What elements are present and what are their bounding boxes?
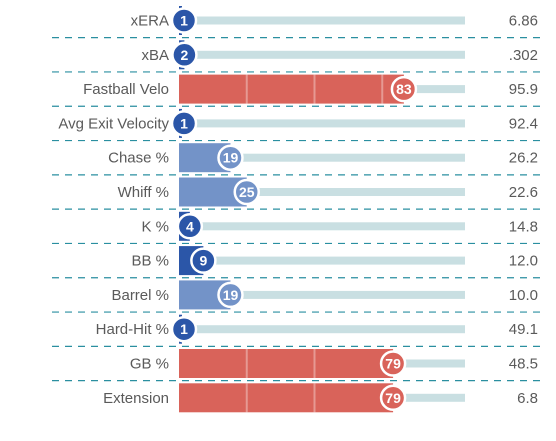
percentile-badge <box>176 213 204 240</box>
metric-label: Fastball Velo <box>83 81 169 98</box>
percentile-track <box>179 119 465 128</box>
percentile-track <box>179 290 465 299</box>
percentile-track <box>179 222 465 231</box>
chart-row: Barrel % 19 10.0 <box>52 280 540 313</box>
percentile-badge <box>233 178 260 206</box>
percentile-badge-label: 1 <box>180 13 188 29</box>
chart-row: GB % 79 48.5 <box>52 349 540 382</box>
percentile-bar <box>179 349 394 378</box>
chart-row: Fastball Velo 83 95.9 <box>52 74 540 107</box>
metric-value: 22.6 <box>509 184 538 201</box>
metric-value: 92.4 <box>509 115 538 132</box>
percentile-badge <box>190 247 217 274</box>
percentile-track <box>179 50 465 59</box>
chart-row: BB % 9 12.0 <box>52 246 540 279</box>
metric-value: .302 <box>509 47 538 64</box>
percentile-badge-label: 83 <box>396 81 412 97</box>
metric-label: Extension <box>103 390 169 407</box>
metric-label: Whiff % <box>118 184 169 201</box>
percentile-track <box>179 188 465 196</box>
percentile-track <box>179 153 465 162</box>
chart-row: Whiff % 25 22.6 <box>52 177 540 210</box>
percentile-track <box>179 16 465 25</box>
percentile-bar <box>179 74 404 104</box>
percentile-badge-label: 19 <box>223 287 239 303</box>
percentile-track <box>179 325 465 334</box>
percentile-badge-label: 79 <box>385 390 401 406</box>
percentile-badge <box>217 144 244 171</box>
percentile-badge <box>217 281 244 309</box>
metric-value: 10.0 <box>509 287 538 304</box>
metric-label: BB % <box>131 253 169 270</box>
metric-label: Avg Exit Velocity <box>58 115 169 132</box>
percentile-badge-label: 2 <box>181 47 189 63</box>
metric-label: GB % <box>130 356 169 373</box>
metric-value: 26.2 <box>509 150 538 167</box>
metric-value: 48.5 <box>509 356 538 373</box>
metric-value: 12.0 <box>509 253 538 270</box>
chart-row: Hard-Hit % 1 49.1 <box>52 314 540 347</box>
chart-row: Avg Exit Velocity 1 92.4 <box>52 108 540 142</box>
percentile-badge-label: 4 <box>186 218 194 234</box>
percentile-badge <box>390 75 418 103</box>
metric-label: xERA <box>131 13 169 30</box>
metric-label: K % <box>141 218 169 235</box>
percentile-badge-label: 19 <box>223 150 239 166</box>
percentile-bar <box>179 383 394 413</box>
metric-value: 6.8 <box>517 390 538 407</box>
metric-label: Barrel % <box>111 287 169 304</box>
chart-row: xBA 2 .302 <box>52 40 540 73</box>
percentile-badge-label: 1 <box>180 115 188 131</box>
percentile-badge <box>170 315 198 343</box>
metric-value: 14.8 <box>509 218 538 235</box>
chart-row: K % 4 14.8 <box>52 211 540 245</box>
percentile-badge <box>379 384 407 412</box>
percentile-badge-label: 79 <box>385 356 401 372</box>
metric-value: 95.9 <box>509 81 538 98</box>
chart-row: xERA 1 6.86 <box>52 6 540 39</box>
metric-label: xBA <box>141 47 169 64</box>
metric-value: 6.86 <box>509 13 538 30</box>
metric-value: 49.1 <box>509 321 538 338</box>
chart-row: Extension 79 6.8 <box>103 383 538 413</box>
percentile-badge-label: 1 <box>180 321 188 337</box>
percentile-badge-label: 9 <box>199 253 207 269</box>
percentile-badge <box>170 110 198 137</box>
percentile-badge <box>170 7 198 34</box>
percentile-track <box>179 256 465 265</box>
percentile-badge-label: 25 <box>239 184 255 200</box>
chart-row: Chase % 19 26.2 <box>52 143 540 176</box>
percentile-badge <box>379 350 407 377</box>
metric-label: Chase % <box>108 150 169 167</box>
percentile-badge <box>171 41 198 69</box>
metric-label: Hard-Hit % <box>96 321 169 338</box>
